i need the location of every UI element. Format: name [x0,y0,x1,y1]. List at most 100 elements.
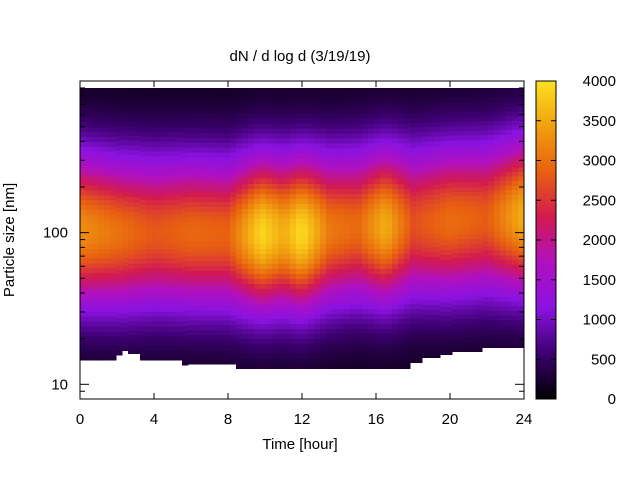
heatmap-cell [440,211,447,217]
heatmap-cell [362,263,369,269]
heatmap-cell [488,310,495,316]
heatmap-cell [506,315,513,321]
heatmap-cell [476,257,483,263]
heatmap-cell [428,333,435,339]
heatmap-cell [164,189,171,196]
heatmap-cell [188,137,195,143]
heatmap-cell [308,363,315,370]
heatmap-cell [380,102,387,109]
heatmap-cell [380,112,387,119]
heatmap-cell [506,268,513,274]
heatmap-cell [434,280,441,286]
heatmap-cell [428,116,435,123]
heatmap-cell [248,203,255,209]
heatmap-cell [218,275,225,281]
heatmap-cell [278,168,285,174]
heatmap-cell [440,297,447,303]
heatmap-cell [470,341,477,348]
heatmap-cell [482,152,489,159]
heatmap-cell [374,358,381,365]
heatmap-cell [320,102,327,109]
heatmap-cell [476,134,483,141]
heatmap-cell [272,143,279,149]
heatmap-cell [116,145,123,151]
heatmap-cell [116,121,123,127]
heatmap-cell [500,125,507,131]
heatmap-cell [254,263,261,269]
heatmap-cell [338,343,345,350]
heatmap-cell [470,210,477,216]
heatmap-cell [314,273,321,279]
heatmap-cell [386,233,393,239]
heatmap-cell [344,238,351,244]
heatmap-cell [488,125,495,131]
heatmap-cell [470,229,477,235]
heatmap-cell [380,218,387,224]
heatmap-cell [506,319,513,325]
heatmap-cell [398,102,405,109]
heatmap-cell [260,148,267,154]
heatmap-cell [140,262,147,269]
heatmap-cell [458,285,465,291]
heatmap-cell [362,107,369,114]
heatmap-cell [236,123,243,129]
heatmap-cell [254,328,261,335]
heatmap-cell [482,264,489,270]
heatmap-cell [458,299,465,305]
heatmap-cell [170,87,177,94]
heatmap-cell [266,168,273,174]
heatmap-cell [272,348,279,355]
heatmap-cell [200,304,207,311]
heatmap-cell [230,92,237,99]
heatmap-cell [314,178,321,184]
heatmap-cell [452,130,459,136]
heatmap-cell [446,135,453,141]
heatmap-cell [392,183,399,189]
heatmap-cell [116,293,123,299]
heatmap-cell [272,238,279,244]
heatmap-cell [374,318,381,325]
heatmap-cell [320,278,327,284]
heatmap-cell [356,283,363,289]
heatmap-cell [380,133,387,139]
heatmap-cell [434,232,441,238]
heatmap-cell [428,131,435,137]
heatmap-cell [356,343,363,350]
heatmap-cell [218,295,225,301]
heatmap-cell [518,111,525,117]
heatmap-cell [350,193,357,199]
heatmap-cell [380,228,387,234]
heatmap-cell [332,253,339,259]
heatmap-cell [170,131,177,138]
heatmap-cell [218,216,225,222]
heatmap-cell [134,201,141,208]
heatmap-cell [494,111,501,117]
heatmap-cell [392,233,399,239]
heatmap-cell [182,360,189,366]
heatmap-cell [176,180,183,186]
heatmap-cell [476,205,483,211]
heatmap-cell [482,240,489,247]
heatmap-cell [380,323,387,330]
heatmap-cell [500,138,507,145]
heatmap-cell [494,129,501,135]
heatmap-cell [296,283,303,289]
heatmap-cell [284,273,291,279]
heatmap-cell [374,353,381,360]
heatmap-cell [170,233,177,240]
heatmap-cell [500,315,507,321]
heatmap-cell [326,343,333,350]
heatmap-cell [422,323,429,330]
heatmap-cell [266,193,273,199]
heatmap-cell [110,185,117,191]
heatmap-cell [308,263,315,269]
heatmap-cell [212,265,219,271]
heatmap-cell [296,273,303,279]
heatmap-cell [320,333,327,340]
heatmap-cell [110,131,117,138]
heatmap-cell [362,213,369,219]
heatmap-cell [98,214,105,220]
heatmap-cell [452,337,459,343]
heatmap-cell [374,273,381,279]
heatmap-cell [206,137,213,143]
